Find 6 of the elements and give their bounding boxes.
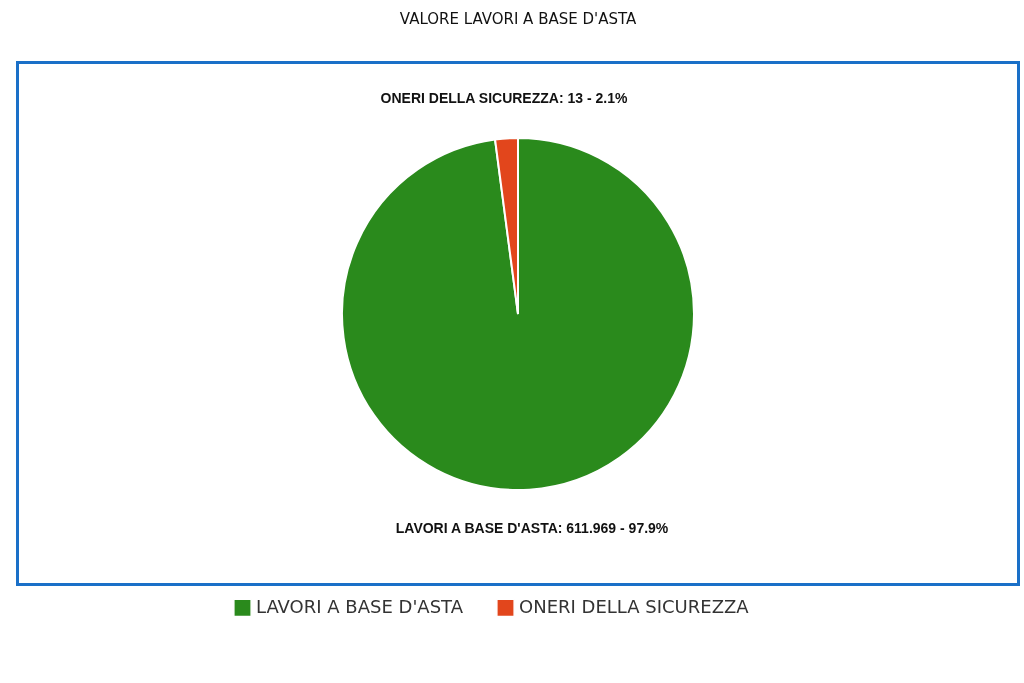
chart-title: VALORE LAVORI A BASE D'ASTA <box>399 10 637 28</box>
data-label: LAVORI A BASE D'ASTA: 611.969 - 97.9% <box>395 519 669 536</box>
data-label: ONERI DELLA SICUREZZA: 13 - 2.1% <box>380 90 628 107</box>
pie-slice <box>341 137 695 491</box>
legend-label: ONERI DELLA SICUREZZA <box>519 595 750 617</box>
legend-label: LAVORI A BASE D'ASTA <box>256 595 464 617</box>
